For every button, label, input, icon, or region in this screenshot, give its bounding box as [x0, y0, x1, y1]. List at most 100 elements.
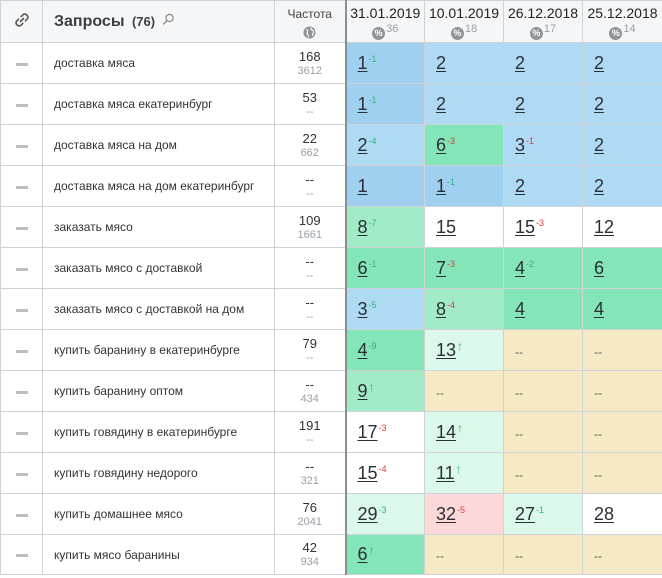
- row-menu-icon[interactable]: [15, 267, 28, 271]
- frequency-value: --: [305, 253, 315, 269]
- position-link[interactable]: 6: [357, 544, 368, 564]
- position-link[interactable]: 9: [357, 380, 368, 401]
- row-handle-cell[interactable]: [0, 534, 43, 575]
- row-menu-icon[interactable]: [15, 349, 28, 353]
- globe-icon[interactable]: [303, 26, 316, 39]
- position-link[interactable]: 12: [594, 216, 615, 237]
- position-link[interactable]: 14: [436, 421, 457, 442]
- row-handle-cell[interactable]: [0, 493, 43, 535]
- table-row: купить баранину в екатеринбурге 79 -- 4-9 13…: [0, 329, 662, 371]
- frequency-column-header[interactable]: Частота: [274, 0, 346, 43]
- row-menu-icon[interactable]: [15, 431, 28, 435]
- position-link[interactable]: 2: [594, 134, 605, 155]
- position-link[interactable]: 11: [436, 462, 455, 483]
- position-link[interactable]: 17: [357, 421, 378, 442]
- position-link[interactable]: 6: [357, 257, 368, 278]
- position-empty: --: [515, 426, 523, 441]
- table-row: купить говядину в екатеринбурге 191 -- 17-3…: [0, 411, 662, 453]
- position-change: ↑: [368, 543, 375, 557]
- position-link[interactable]: 3: [515, 134, 526, 155]
- position-link[interactable]: 15: [357, 462, 378, 483]
- date-column-header-1[interactable]: 31.01.2019 % 36: [344, 0, 425, 43]
- row-handle-cell[interactable]: [0, 452, 43, 494]
- position-link[interactable]: 2: [515, 93, 526, 114]
- position-cell: --: [424, 370, 504, 412]
- position-cell: 15: [424, 206, 504, 248]
- position-link[interactable]: 28: [594, 503, 615, 524]
- frequency-value: 109: [298, 212, 321, 228]
- row-handle-cell[interactable]: [0, 124, 43, 166]
- percent-value: 36: [386, 23, 399, 35]
- link-column-header[interactable]: [0, 0, 43, 43]
- position-cell: --: [582, 452, 662, 494]
- row-handle-cell[interactable]: [0, 288, 43, 330]
- position-link[interactable]: 4: [594, 298, 605, 319]
- queries-column-header[interactable]: Запросы (76): [42, 0, 275, 43]
- date-column-header-3[interactable]: 26.12.2018 % 17: [503, 0, 583, 43]
- position-link[interactable]: 3: [357, 298, 368, 319]
- row-menu-icon[interactable]: [15, 103, 28, 107]
- position-link[interactable]: 2: [515, 175, 526, 196]
- position-link[interactable]: 2: [436, 52, 447, 73]
- row-handle-cell[interactable]: [0, 247, 43, 289]
- position-link[interactable]: 4: [515, 298, 526, 319]
- frequency-cell: 168 3612: [274, 42, 346, 84]
- position-link[interactable]: 2: [357, 134, 368, 155]
- position-link[interactable]: 29: [357, 503, 378, 524]
- position-link[interactable]: 8: [436, 298, 447, 319]
- position-link[interactable]: 4: [357, 339, 368, 360]
- row-menu-icon[interactable]: [15, 554, 28, 557]
- position-link[interactable]: 2: [515, 52, 526, 73]
- position-link[interactable]: 6: [594, 257, 605, 278]
- position-link[interactable]: 15: [515, 216, 536, 237]
- position-cell: 3-5: [344, 288, 425, 330]
- position-link[interactable]: 7: [436, 257, 447, 278]
- position-link[interactable]: 27: [515, 503, 536, 524]
- position-link[interactable]: 6: [436, 134, 447, 155]
- position-link[interactable]: 2: [436, 93, 447, 114]
- position-link[interactable]: 13: [436, 339, 457, 360]
- row-handle-cell[interactable]: [0, 206, 43, 248]
- row-menu-icon[interactable]: [15, 513, 28, 517]
- position-change: -5: [368, 299, 377, 310]
- row-menu-icon[interactable]: [15, 472, 28, 476]
- position-link[interactable]: 2: [594, 52, 605, 73]
- date-column-header-4[interactable]: 25.12.2018 % 14: [582, 0, 662, 43]
- row-menu-icon[interactable]: [15, 226, 28, 230]
- row-handle-cell[interactable]: [0, 329, 43, 371]
- table-row: доставка мяса на дом 22 662 2-4 6-3 3-1 2: [0, 124, 662, 166]
- position-link[interactable]: 1: [357, 93, 368, 114]
- row-handle-cell[interactable]: [0, 83, 43, 125]
- position-link[interactable]: 8: [357, 216, 368, 237]
- position-cell: 8-7: [344, 206, 425, 248]
- row-handle-cell[interactable]: [0, 42, 43, 84]
- link-icon[interactable]: [14, 12, 30, 28]
- position-cell: --: [503, 534, 583, 575]
- position-link[interactable]: 2: [594, 175, 605, 196]
- row-menu-icon[interactable]: [15, 144, 28, 148]
- position-link[interactable]: 1: [357, 52, 368, 73]
- position-empty: --: [594, 549, 602, 563]
- row-menu-icon[interactable]: [15, 308, 28, 312]
- position-link[interactable]: 32: [436, 503, 457, 524]
- frequency-exact-value: --: [306, 105, 314, 118]
- date-column-header-2[interactable]: 10.01.2019 % 18: [424, 0, 504, 43]
- position-cell: 29-3: [344, 493, 425, 535]
- frequency-exact-value: 2041: [297, 515, 322, 528]
- position-link[interactable]: 1: [436, 175, 447, 196]
- frequency-cell: 109 1661: [274, 206, 346, 248]
- row-handle-cell[interactable]: [0, 370, 43, 412]
- search-icon[interactable]: [162, 13, 175, 26]
- row-menu-icon[interactable]: [15, 185, 28, 189]
- position-link[interactable]: 2: [594, 93, 605, 114]
- row-menu-icon[interactable]: [15, 62, 28, 66]
- position-change: -3: [447, 258, 456, 269]
- row-menu-icon[interactable]: [15, 390, 28, 394]
- row-handle-cell[interactable]: [0, 165, 43, 207]
- row-handle-cell[interactable]: [0, 411, 43, 453]
- position-link[interactable]: 1: [357, 175, 368, 196]
- position-link[interactable]: 15: [436, 216, 457, 237]
- position-link[interactable]: 4: [515, 257, 526, 278]
- table-row: купить говядину недорого -- 321 15-4 11↑ -- --: [0, 452, 662, 494]
- position-cell: 8-4: [424, 288, 504, 330]
